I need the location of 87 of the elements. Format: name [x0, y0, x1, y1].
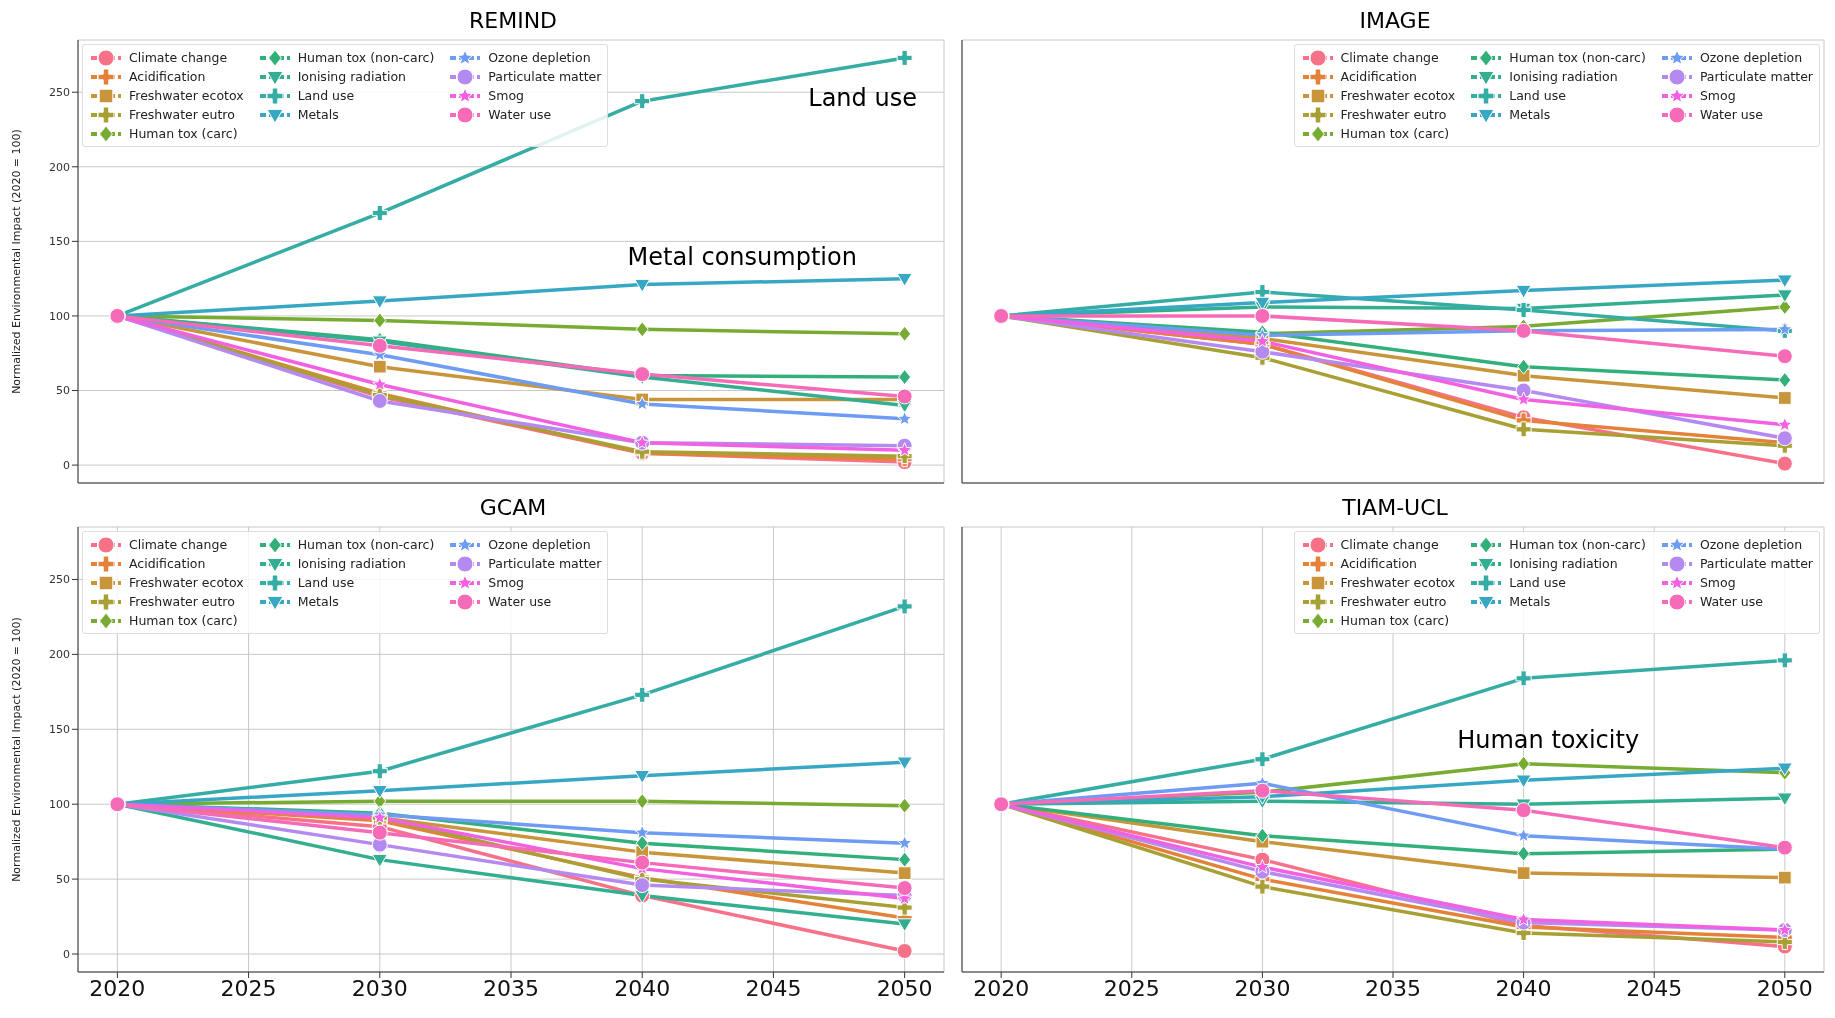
- chart-title: GCAM: [478, 495, 548, 522]
- legend-label: Climate change: [1340, 537, 1439, 552]
- x-tick-label: 2045: [1626, 975, 1683, 1001]
- y-tick-label: 0: [63, 459, 70, 473]
- legend-label: Ionising radiation: [297, 556, 406, 571]
- legend-label: Smog: [1699, 575, 1736, 590]
- legend-label: Climate change: [129, 50, 228, 65]
- legend-label: Ozone depletion: [488, 50, 591, 65]
- legend-label: Ionising radiation: [297, 69, 406, 84]
- legend-label: Land use: [1509, 575, 1566, 590]
- x-tick-label: 2045: [745, 975, 802, 1001]
- x-tick-label: 2035: [483, 975, 539, 1001]
- y-tick-label: 150: [49, 723, 70, 737]
- legend-label: Particulate matter: [488, 69, 602, 84]
- y-tick-label: 100: [49, 798, 70, 812]
- legend-label: Ozone depletion: [1699, 537, 1803, 552]
- legend-label: Land use: [1509, 88, 1566, 103]
- legend-label: Smog: [1699, 88, 1736, 103]
- y-tick-label: 250: [49, 86, 70, 100]
- legend-label: Acidification: [129, 556, 206, 571]
- y-tick-label: 0: [63, 947, 70, 961]
- legend-label: Human tox (carc): [1340, 613, 1450, 628]
- y-axis-title: Normalized Environmental Impact (2020 = 100): [9, 129, 23, 394]
- legend-label: Water use: [1699, 594, 1763, 609]
- legend-label: Human tox (carc): [129, 613, 238, 628]
- x-tick-label: 2020: [973, 975, 1030, 1001]
- y-tick-label: 50: [56, 384, 70, 398]
- x-tick-label: 2030: [1234, 975, 1291, 1001]
- legend-label: Ionising radiation: [1509, 69, 1618, 84]
- legend-label: Freshwater eutro: [1340, 107, 1447, 122]
- y-tick-label: 50: [56, 873, 70, 887]
- chart-title: REMIND: [467, 8, 559, 35]
- y-tick-label: 200: [49, 160, 70, 174]
- legend-label: Freshwater ecotox: [129, 88, 244, 103]
- y-tick-label: 150: [49, 235, 70, 249]
- legend-label: Freshwater eutro: [129, 107, 235, 122]
- legend-label: Freshwater ecotox: [1340, 88, 1456, 103]
- legend-label: Human tox (non-carc): [1509, 50, 1646, 65]
- legend-label: Human tox (carc): [129, 126, 238, 141]
- legend-label: Acidification: [1340, 556, 1418, 571]
- legend-label: Land use: [297, 88, 355, 103]
- x-tick-label: 2030: [351, 975, 408, 1001]
- annotation: Human toxicity: [1457, 725, 1640, 754]
- x-tick-label: 2025: [1103, 975, 1160, 1001]
- x-tick-label: 2035: [1365, 975, 1421, 1001]
- x-tick-label: 2040: [614, 975, 671, 1001]
- legend-label: Water use: [488, 107, 552, 122]
- legend-label: Human tox (non-carc): [1509, 537, 1646, 552]
- legend-label: Freshwater ecotox: [1340, 575, 1456, 590]
- x-tick-label: 2020: [89, 975, 146, 1001]
- legend-label: Ionising radiation: [1509, 556, 1618, 571]
- legend-label: Ozone depletion: [1699, 50, 1803, 65]
- annotation: Land use: [808, 84, 917, 113]
- chart-title: TIAM-UCL: [1341, 495, 1449, 522]
- legend-label: Climate change: [1340, 50, 1439, 65]
- y-axis-title: Normalized Environmental Impact (2020 = 100): [9, 617, 23, 882]
- legend-label: Particulate matter: [488, 556, 602, 571]
- legend-label: Freshwater ecotox: [129, 575, 244, 590]
- legend-label: Freshwater eutro: [1340, 594, 1447, 609]
- legend-label: Human tox (non-carc): [297, 50, 435, 65]
- legend-label: Metals: [297, 594, 339, 609]
- legend-label: Climate change: [129, 537, 228, 552]
- legend-label: Particulate matter: [1699, 69, 1813, 84]
- legend-label: Water use: [488, 594, 552, 609]
- legend-label: Smog: [488, 88, 524, 103]
- legend-label: Particulate matter: [1699, 556, 1813, 571]
- x-tick-label: 2040: [1495, 975, 1552, 1001]
- chart-title: IMAGE: [1358, 8, 1432, 35]
- annotation: Metal consumption: [627, 243, 857, 272]
- legend-label: Acidification: [129, 69, 206, 84]
- legend-label: Human tox (carc): [1340, 126, 1450, 141]
- legend-label: Metals: [1509, 107, 1551, 122]
- legend-label: Water use: [1699, 107, 1763, 122]
- y-tick-label: 100: [49, 309, 70, 323]
- legend-label: Human tox (non-carc): [297, 537, 435, 552]
- x-tick-label: 2050: [1756, 975, 1813, 1001]
- legend-label: Land use: [297, 575, 355, 590]
- y-tick-label: 200: [49, 648, 70, 662]
- y-tick-label: 250: [49, 573, 70, 587]
- legend-label: Ozone depletion: [488, 537, 591, 552]
- legend-label: Acidification: [1340, 69, 1418, 84]
- legend-label: Smog: [488, 575, 524, 590]
- x-tick-label: 2025: [220, 975, 277, 1001]
- x-tick-label: 2050: [876, 975, 933, 1001]
- legend-label: Freshwater eutro: [129, 594, 235, 609]
- legend-label: Metals: [297, 107, 339, 122]
- legend-label: Metals: [1509, 594, 1551, 609]
